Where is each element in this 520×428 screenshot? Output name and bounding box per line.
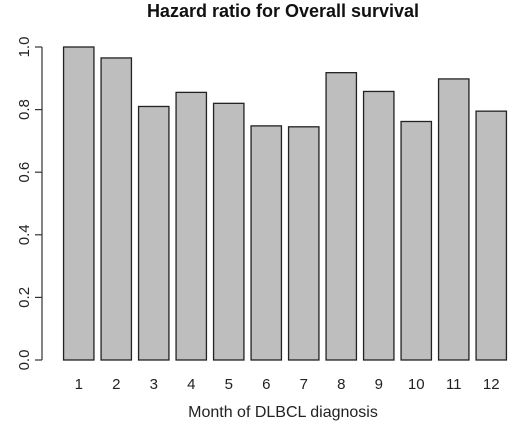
bar-month-8: [325, 72, 358, 361]
x-tick-label: 2: [112, 376, 120, 393]
bar-month-6: [250, 125, 283, 361]
bar-month-10: [400, 120, 433, 361]
y-tick-label: 1.0: [16, 37, 33, 58]
bar-month-2: [100, 57, 133, 361]
bar-month-1: [62, 46, 95, 361]
chart-title: Hazard ratio for Overall survival: [147, 1, 419, 21]
bar-month-4: [175, 91, 208, 361]
bar-month-3: [137, 105, 170, 361]
x-tick-label: 11: [446, 376, 462, 393]
bar-month-9: [362, 90, 395, 361]
x-tick-labels: 1 2 3 4 5 6 7 8 9 10 11 12: [75, 376, 500, 393]
x-tick-label: 10: [408, 376, 425, 393]
x-tick-label: 7: [300, 376, 308, 393]
bar-month-11: [437, 78, 470, 361]
x-tick-label: 5: [225, 376, 233, 393]
x-tick-label: 9: [375, 376, 383, 393]
bar-month-12: [475, 110, 508, 361]
x-tick-label: 3: [150, 376, 158, 393]
bar-month-5: [212, 102, 245, 361]
y-tick-label: 0.0: [16, 350, 33, 371]
bars-group: [62, 46, 508, 361]
y-axis: 0.0 0.2 0.4 0.6 0.8 1.0: [16, 37, 43, 371]
x-tick-label: 12: [483, 376, 500, 393]
y-tick-label: 0.4: [16, 224, 33, 245]
x-tick-label: 1: [75, 376, 83, 393]
x-axis-label: Month of DLBCL diagnosis: [188, 404, 378, 421]
x-tick-label: 8: [337, 376, 345, 393]
y-tick-label: 0.2: [16, 287, 33, 308]
y-tick-label: 0.6: [16, 162, 33, 183]
x-tick-label: 6: [262, 376, 270, 393]
x-tick-label: 4: [187, 376, 195, 393]
bar-month-7: [287, 126, 320, 361]
y-tick-label: 0.8: [16, 99, 33, 120]
